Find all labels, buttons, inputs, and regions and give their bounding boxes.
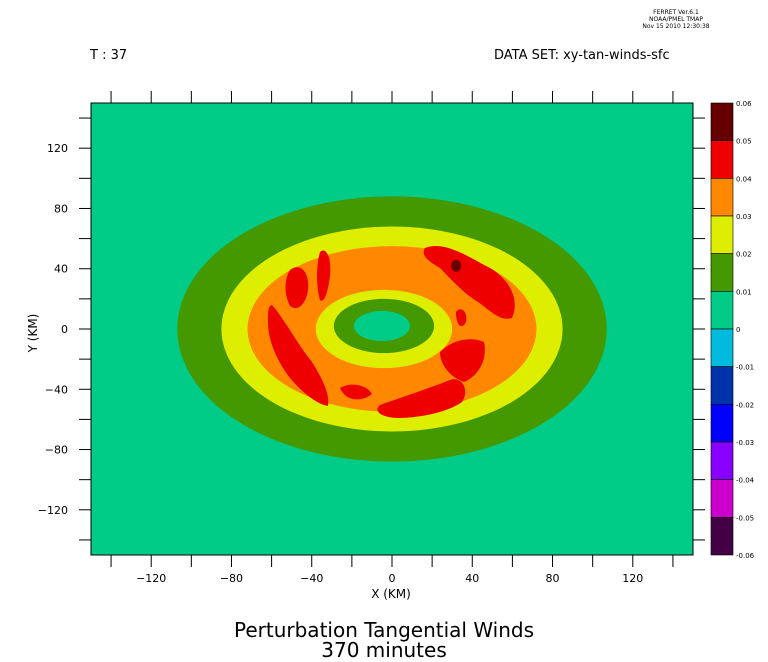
colorbar-swatch-6 [710,328,734,367]
high-wind-patch-5 [317,250,331,301]
colorbar-label-11: -0.05 [736,514,754,522]
colorbar-label-6: 0 [736,326,740,334]
y-axis-label: Y (KM) [26,314,40,354]
colorbar-label-0: 0.06 [736,100,752,108]
colorbar-swatch-8 [710,404,734,443]
colorbar-label-10: -0.04 [736,477,755,485]
contour-field [177,196,607,462]
high-wind-patch-2 [377,379,466,418]
colorbar-swatch-11 [710,517,734,556]
x-tick-label-2: −40 [300,572,323,585]
colorbar: 0.06 0.05 0.04 0.03 0.02 0.01 0 -0.01 -0.02 -0.03… [710,100,755,560]
x-tick-label-5: 80 [546,572,560,585]
high-wind-patch-1 [268,305,329,406]
y-tick-label-1: 80 [54,202,68,215]
colorbar-label-4: 0.02 [736,251,752,259]
plot-title-line-2: 370 minutes [321,638,447,662]
colorbar-label-3: 0.03 [736,213,752,221]
colorbar-label-2: 0.04 [736,175,752,183]
high-wind-patch-6 [340,384,372,400]
y-tick-label-5: −80 [45,444,68,457]
peak-wind-marker [451,259,462,272]
y-tick-label-4: −40 [45,383,68,396]
stamp-line-2: NOAA/PMEL TMAP [649,16,703,23]
contour-region-5 [353,310,411,342]
x-tick-label-4: 40 [465,572,479,585]
axis-ticks: −120 −80 −40 0 40 80 120 120 80 40 0 −40 −80 −120 [38,91,705,585]
y-tick-label-0: 120 [47,142,68,155]
colorbar-swatch-1 [710,140,734,179]
x-tick-label-6: 120 [622,572,643,585]
x-axis-label: X (KM) [371,587,411,601]
time-label: T : 37 [90,48,128,63]
high-wind-patch-7 [456,309,467,327]
x-tick-label-0: −120 [136,572,166,585]
colorbar-swatch-3 [710,215,734,254]
high-wind-patch-0 [423,246,515,319]
y-tick-label-2: 40 [54,263,68,276]
colorbar-label-5: 0.01 [736,288,752,296]
x-tick-label-1: −80 [220,572,243,585]
high-wind-patch-3 [440,339,485,382]
colorbar-label-1: 0.05 [736,138,752,146]
colorbar-label-9: -0.03 [736,439,754,447]
colorbar-swatch-0 [710,102,734,141]
colorbar-label-7: -0.01 [736,364,754,372]
colorbar-swatch-5 [710,291,734,330]
high-wind-patch-4 [285,267,309,309]
y-tick-label-3: 0 [61,323,68,336]
colorbar-swatch-9 [710,441,734,480]
colorbar-swatch-7 [710,366,734,405]
colorbar-swatch-2 [710,178,734,217]
colorbar-label-12: -0.06 [736,552,755,560]
colorbar-swatch-10 [710,479,734,518]
stamp-line-1: FERRET Ver.6.1 [653,9,699,16]
dataset-label: DATA SET: xy-tan-winds-sfc [494,48,670,63]
colorbar-label-8: -0.02 [736,401,754,409]
y-tick-label-6: −120 [38,504,68,517]
plot-title-line-1: Perturbation Tangential Winds [234,618,534,642]
stamp-line-3: Nov 15 2010 12:30:38 [642,23,710,30]
x-tick-label-3: 0 [389,572,396,585]
ferret-stamp: FERRET Ver.6.1 NOAA/PMEL TMAP Nov 15 201… [640,9,712,30]
colorbar-swatch-4 [710,253,734,292]
